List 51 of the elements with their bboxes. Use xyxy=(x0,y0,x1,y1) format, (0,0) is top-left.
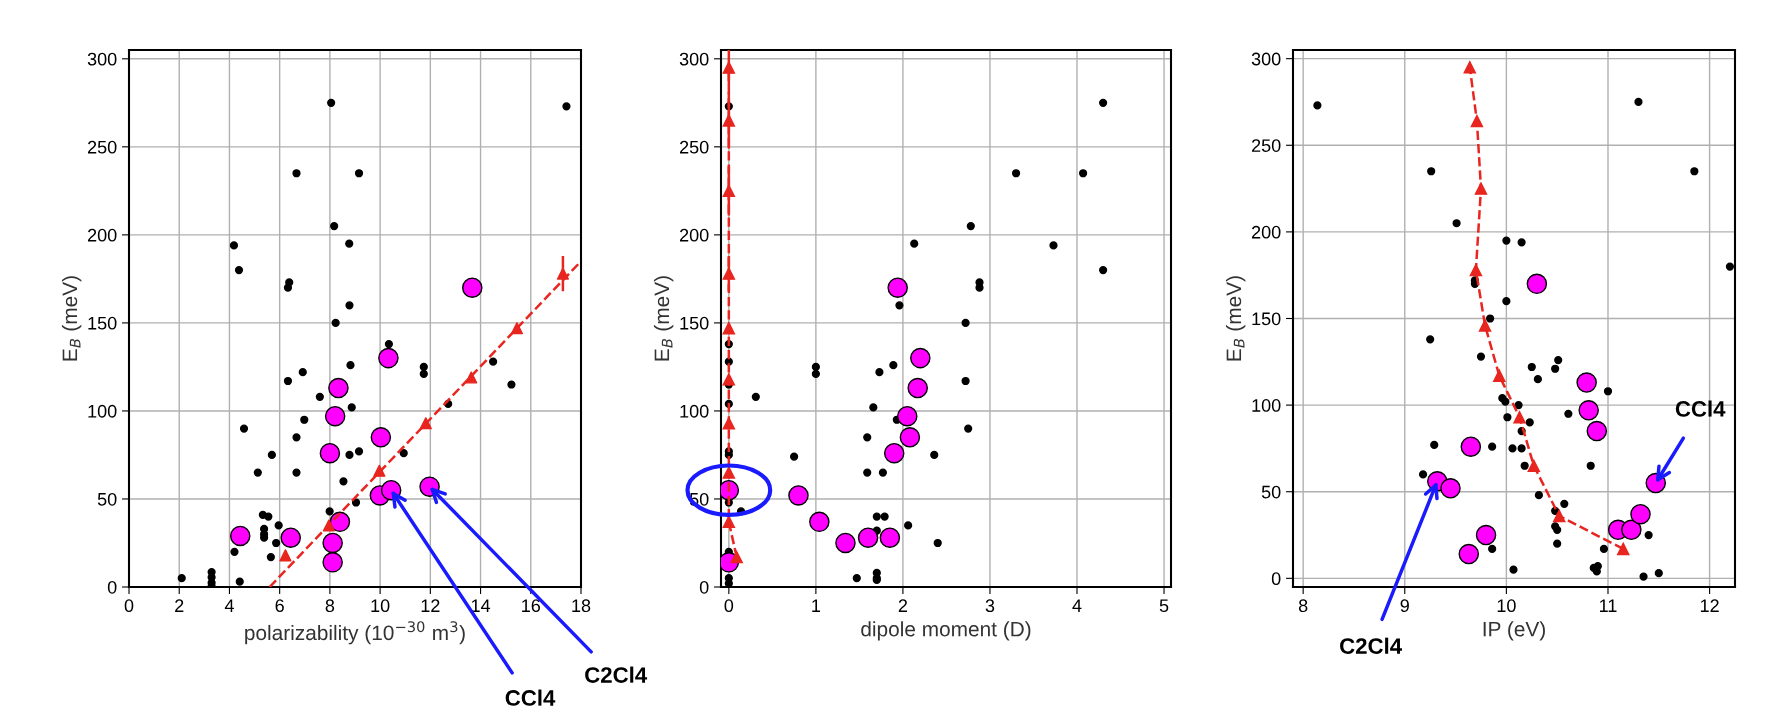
y-axis-title: E$_{B}$ (meV) xyxy=(61,276,82,361)
y-tick-label: 300 xyxy=(1251,52,1281,66)
x-tick-label: 2 xyxy=(898,599,908,612)
y-tick-label: 50 xyxy=(1261,485,1281,499)
y-tick-label: 150 xyxy=(680,316,709,330)
x-tick-label: 8 xyxy=(1298,599,1308,613)
y-tick-label: 250 xyxy=(87,140,117,154)
x-axis-title: polarizability (10$^{−30}$ m$^{3}$) xyxy=(245,621,465,645)
x-tick-label: 16 xyxy=(522,599,541,613)
x-tick-label: 9 xyxy=(1400,599,1409,613)
y-tick-label: 200 xyxy=(87,228,117,242)
y-tick-label: 300 xyxy=(87,52,117,66)
x-tick-label: 10 xyxy=(1497,599,1516,613)
x-axis-title: IP (eV) xyxy=(1483,621,1545,641)
annotation: CCl4 xyxy=(1675,400,1726,417)
x-tick-label: 12 xyxy=(421,599,440,612)
y-tick-label: 0 xyxy=(699,580,709,594)
y-axis-title: E$_{B}$ (meV) xyxy=(1225,276,1246,361)
x-tick-label: 5 xyxy=(1159,599,1169,613)
y-tick-label: 100 xyxy=(88,404,117,418)
x-tick-label: 12 xyxy=(1700,599,1719,612)
annotation: CCl4 xyxy=(505,689,556,706)
x-tick-label: 4 xyxy=(1072,599,1082,612)
annotation: C2Cl4 xyxy=(1340,637,1402,654)
x-tick-label: 1 xyxy=(812,599,821,612)
y-tick-label: 100 xyxy=(680,404,709,418)
y-tick-label: 0 xyxy=(107,580,117,594)
y-tick-label: 200 xyxy=(679,228,709,242)
y-tick-label: 250 xyxy=(679,140,709,154)
x-tick-label: 8 xyxy=(325,599,335,613)
y-tick-label: 0 xyxy=(1271,572,1281,586)
y-tick-label: 100 xyxy=(1252,399,1281,412)
x-tick-label: 0 xyxy=(124,599,134,613)
x-tick-label: 18 xyxy=(572,599,591,613)
y-tick-label: 200 xyxy=(1251,225,1281,239)
x-tick-label: 2 xyxy=(175,599,184,612)
x-tick-label: 0 xyxy=(724,599,734,613)
x-tick-label: 14 xyxy=(471,599,491,612)
y-tick-label: 50 xyxy=(97,492,117,506)
y-tick-label: 150 xyxy=(1252,312,1281,326)
y-axis-title: E$_{B}$ (meV) xyxy=(653,276,674,361)
y-tick-label: 300 xyxy=(679,52,709,66)
x-tick-label: 3 xyxy=(985,599,995,613)
x-tick-label: 10 xyxy=(371,599,390,613)
x-tick-label: 6 xyxy=(275,599,284,613)
y-tick-label: 250 xyxy=(1251,139,1281,152)
x-tick-label: 4 xyxy=(224,599,234,612)
x-axis-title: dipole moment (D) xyxy=(861,621,1031,641)
y-tick-label: 150 xyxy=(88,316,117,330)
x-tick-label: 11 xyxy=(1599,599,1617,612)
annotation: C2Cl4 xyxy=(585,666,648,683)
